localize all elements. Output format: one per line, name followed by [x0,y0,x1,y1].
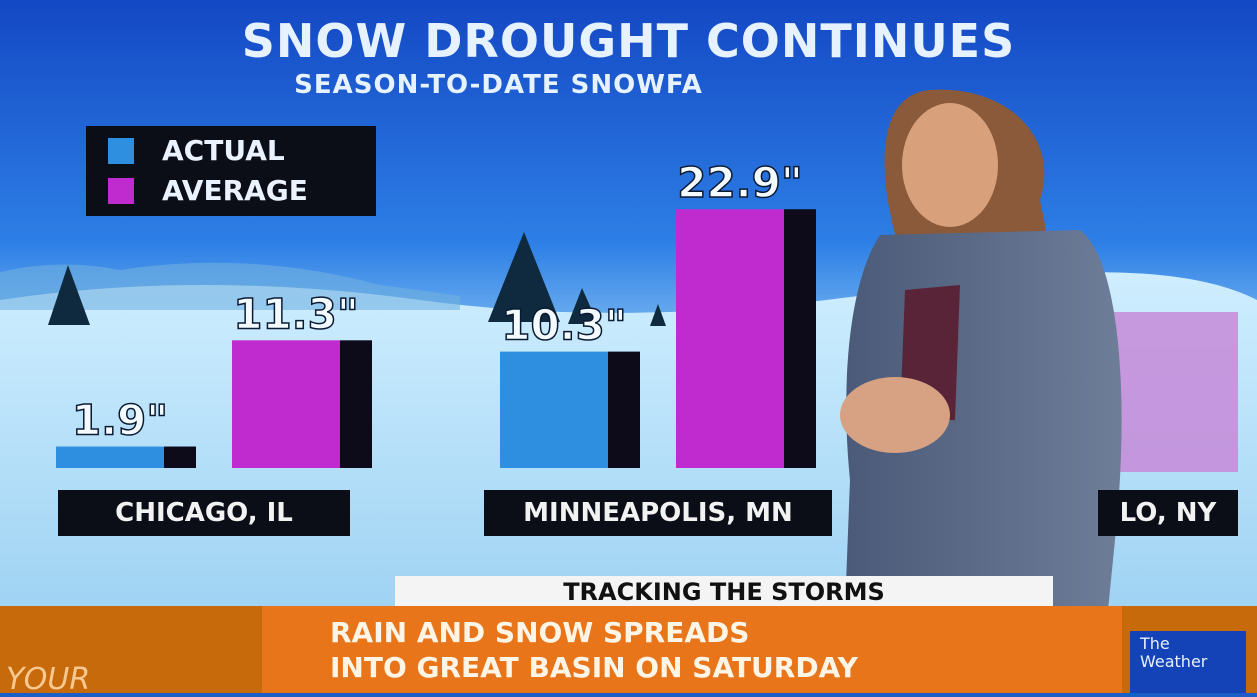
distant-hills [0,262,460,310]
weather-channel-logo: The Weather [1130,631,1246,693]
bar-side-average-1 [784,209,816,469]
chart-subtitle: SEASON-TO-DATE SNOWFA [294,70,703,100]
chart-title: SNOW DROUGHT CONTINUES [241,14,1016,68]
bar-actual-1 [500,351,608,468]
data-label-actual-1: 10.3" [501,301,627,350]
bottom-left-text: YOUR [6,662,91,697]
logo-line-1: The [1140,634,1170,653]
bar-side-actual-0 [164,446,196,468]
presenter-face [902,103,998,227]
legend-label-average: AVERAGE [162,174,308,207]
ticker-panel [262,606,1122,693]
ticker-line-1: RAIN AND SNOW SPREADS [330,616,750,649]
bar-side-actual-1 [608,351,640,468]
presenter-hand [840,377,950,453]
data-label-average-1: 22.9" [677,158,803,207]
legend: ACTUAL AVERAGE [86,126,376,216]
logo-line-2: Weather [1140,652,1208,671]
pine-tree-icon [568,288,598,324]
bar-average-0 [232,340,340,468]
pine-tree-icon [488,232,560,322]
pine-tree-icon [650,304,666,326]
partial-bar-buffalo [1114,312,1238,472]
category-label-buffalo: LO, NY [1098,490,1238,536]
bars-layer [56,209,816,469]
bar-labels-layer: 1.9" 11.3" 10.3" 22.9" [71,157,803,445]
category-label-minneapolis: MINNEAPOLIS, MN [484,490,832,536]
data-label-average-0: 11.3" [233,289,359,338]
bar-average-1 [676,209,784,469]
pine-trees [48,232,666,326]
data-label-actual-0: 1.9" [72,396,168,445]
presenter-figure [840,89,1122,610]
bar-side-average-0 [340,340,372,468]
legend-swatch-average [108,178,134,204]
bar-actual-0 [56,446,164,468]
ticker-line-2: INTO GREAT BASIN ON SATURDAY [330,651,858,684]
category-label-chicago: CHICAGO, IL [58,490,350,536]
legend-swatch-actual [108,138,134,164]
legend-label-actual: ACTUAL [162,134,285,167]
ticker-header: TRACKING THE STORMS [395,576,1053,608]
pine-tree-icon [48,265,90,325]
